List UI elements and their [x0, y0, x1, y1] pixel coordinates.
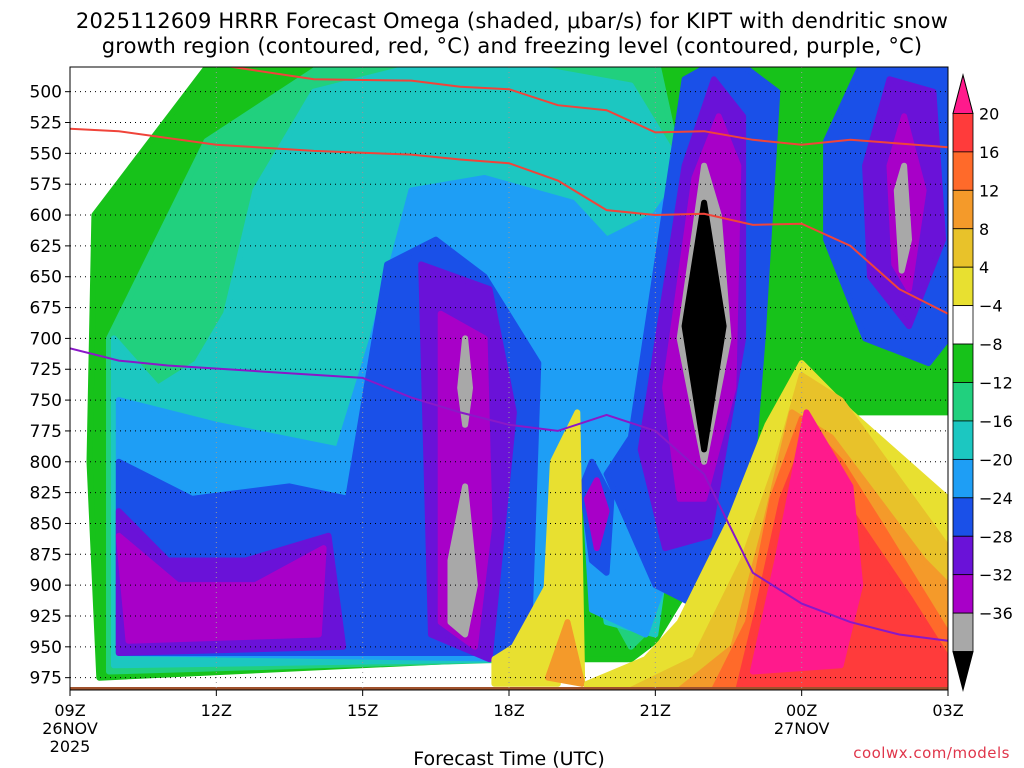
omega-band-gray02z [893, 162, 912, 274]
ytick-label-950: 950 [30, 638, 62, 658]
omega-band-purple2 [115, 532, 327, 644]
colorbar-label-0: 20 [979, 104, 999, 123]
colorbar-swatch-6 [952, 305, 974, 345]
ytick-label-575: 575 [30, 175, 62, 195]
xtick-sub-09Z: 26NOV [42, 719, 98, 738]
omega-band-gray17z [447, 483, 478, 638]
colorbar-swatch-10 [952, 458, 974, 499]
colorbar-label-2: 12 [979, 181, 999, 200]
colorbar-swatch-3 [952, 189, 974, 230]
ytick-label-850: 850 [30, 514, 62, 534]
xtick-label-09Z: 09Z [54, 701, 85, 720]
contour-0 [70, 127, 948, 315]
colorbar-swatch-1 [952, 113, 974, 153]
contour-1 [226, 67, 948, 149]
ytick-label-700: 700 [30, 329, 62, 349]
colorbar-label-8: −16 [979, 412, 1013, 431]
colorbar-label-3: 8 [979, 220, 989, 239]
ytick-label-525: 525 [30, 114, 62, 134]
ytick-label-775: 775 [30, 422, 62, 442]
xtick-label-18Z: 18Z [493, 701, 524, 720]
colorbar-label-9: −20 [979, 450, 1013, 469]
ytick-label-675: 675 [30, 299, 62, 319]
colorbar-swatch-4 [952, 228, 974, 268]
colorbar-swatch-8 [952, 382, 974, 422]
colorbar-swatch-13 [952, 574, 974, 614]
xtick-year-09Z: 2025 [50, 737, 91, 756]
ytick-label-925: 925 [30, 607, 62, 627]
ytick-label-825: 825 [30, 484, 62, 504]
xtick-sub-00Z: 27NOV [774, 719, 830, 738]
colorbar-swatch-5 [952, 266, 974, 307]
colorbar-label-12: −32 [979, 566, 1013, 585]
colorbar-label-11: −28 [979, 527, 1013, 546]
ytick-label-900: 900 [30, 576, 62, 596]
ytick-label-650: 650 [30, 268, 62, 288]
omega-band-black22z [681, 199, 727, 453]
xtick-label-12Z: 12Z [201, 701, 232, 720]
colorbar-swatch-14 [952, 612, 974, 652]
colorbar-label-13: −36 [979, 604, 1013, 623]
x-axis-label: Forecast Time (UTC) [413, 748, 604, 768]
xtick-label-15Z: 15Z [347, 701, 378, 720]
chart-title-line-2: growth region (contoured, red, °C) and f… [101, 34, 923, 58]
colorbar-swatch-0 [952, 73, 974, 114]
contour-2 [70, 347, 948, 642]
omega-band-orange19z [545, 619, 586, 687]
ytick-label-625: 625 [30, 237, 62, 257]
omega-field [70, 67, 948, 690]
ytick-label-500: 500 [30, 83, 62, 103]
colorbar-label-6: −8 [979, 335, 1003, 354]
ytick-label-550: 550 [30, 144, 62, 164]
xtick-label-21Z: 21Z [640, 701, 671, 720]
colorbar-label-4: 4 [979, 258, 989, 277]
ytick-label-600: 600 [30, 206, 62, 226]
ytick-label-725: 725 [30, 360, 62, 380]
colorbar-label-5: −4 [979, 297, 1003, 316]
xtick-label-03Z: 03Z [932, 701, 963, 720]
colorbar-swatch-11 [952, 497, 974, 537]
ytick-label-875: 875 [30, 545, 62, 565]
omega-band-magenta00z [749, 409, 864, 675]
ytick-label-975: 975 [30, 669, 62, 689]
colorbar-label-1: 16 [979, 143, 999, 162]
credit-text[interactable]: coolwx.com/models [853, 744, 1010, 762]
colorbar-swatch-2 [952, 151, 974, 191]
colorbar-swatch-12 [952, 535, 974, 576]
colorbar-swatch-9 [952, 420, 974, 460]
chart-title-line-1: 2025112609 HRRR Forecast Omega (shaded, … [75, 9, 949, 33]
omega-band-violet20z [584, 477, 610, 552]
colorbar-swatch-7 [952, 343, 974, 383]
xtick-label-00Z: 00Z [786, 701, 817, 720]
ytick-label-800: 800 [30, 453, 62, 473]
colorbar-swatch-15 [952, 651, 974, 692]
ytick-label-750: 750 [30, 391, 62, 411]
colorbar-label-7: −12 [979, 374, 1013, 393]
colorbar-label-10: −24 [979, 489, 1013, 508]
